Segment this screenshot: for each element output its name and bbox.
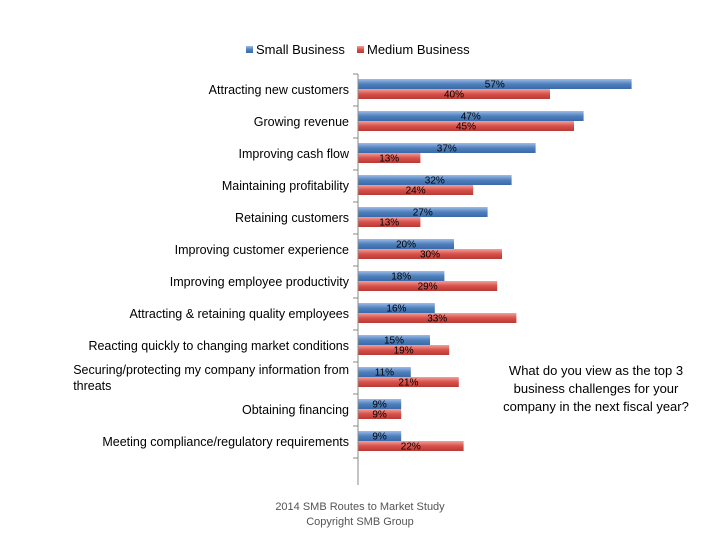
bar-value-label: 9%	[372, 400, 387, 411]
legend-label-medium-business: Medium Business	[367, 42, 470, 57]
bar-value-label: 9%	[372, 410, 387, 421]
bar-medium-business	[358, 409, 402, 419]
bar-small-business	[358, 175, 512, 185]
bar-value-label: 21%	[398, 378, 418, 389]
bar-small-business	[358, 239, 454, 249]
bar-medium-business	[358, 313, 517, 323]
bar-small-business	[358, 111, 584, 121]
bar-value-label: 27%	[413, 208, 433, 219]
bar-value-label: 47%	[461, 112, 481, 123]
bar-value-label: 19%	[394, 346, 414, 357]
bar-value-label: 32%	[425, 176, 445, 187]
footer: 2014 SMB Routes to Market Study Copyrigh…	[0, 500, 720, 530]
bar-value-label: 20%	[396, 240, 416, 251]
bar-value-label: 33%	[427, 314, 447, 325]
footer-study: 2014 SMB Routes to Market Study	[275, 501, 445, 513]
category-label: Meeting compliance/regulatory requiremen…	[102, 435, 349, 449]
legend-label-small-business: Small Business	[256, 42, 345, 57]
bar-value-label: 13%	[379, 154, 399, 165]
legend: Small Business Medium Business	[246, 42, 470, 57]
bar-small-business	[358, 367, 411, 377]
bar-medium-business	[358, 121, 574, 131]
bar-medium-business	[358, 441, 464, 451]
bar-medium-business	[358, 377, 459, 387]
category-label: Obtaining financing	[242, 403, 349, 417]
category-label: Securing/protecting my company informati…	[73, 363, 349, 393]
bar-medium-business	[358, 89, 550, 99]
bar-medium-business	[358, 281, 498, 291]
bar-value-label: 11%	[375, 368, 394, 379]
category-label: Improving customer experience	[175, 243, 349, 257]
bar-medium-business	[358, 249, 502, 259]
bar-small-business	[358, 303, 435, 313]
bar-value-label: 9%	[372, 432, 387, 443]
footer-copyright: Copyright SMB Group	[306, 516, 414, 528]
bar-small-business	[358, 143, 536, 153]
bar-value-label: 22%	[401, 442, 421, 453]
bar-value-label: 15%	[384, 336, 404, 347]
category-label: Reacting quickly to changing market cond…	[88, 339, 349, 353]
category-label: Improving employee productivity	[170, 275, 350, 289]
bar-value-label: 37%	[437, 144, 457, 155]
bar-value-label: 57%	[485, 80, 505, 91]
bar-value-label: 45%	[456, 122, 476, 133]
bars-group: 57% 40% 47%45% 37% 13% 32%24% 27% 13% 20% 30% 18% 2…	[358, 79, 632, 453]
bar-medium-business	[358, 345, 450, 355]
category-label: Maintaining profitability	[222, 179, 350, 193]
bar-small-business	[358, 399, 402, 409]
bar-medium-business	[358, 153, 421, 163]
bar-small-business	[358, 431, 402, 441]
category-axis: Attracting new customers Growing revenue I…	[73, 73, 359, 485]
question-annotation: What do you view as the top 3 business c…	[503, 363, 689, 414]
bar-small-business	[358, 79, 632, 89]
legend-swatch-medium-business	[357, 46, 364, 53]
bar-medium-business	[358, 217, 421, 227]
bar-medium-business	[358, 185, 474, 195]
bar-value-label: 16%	[386, 304, 406, 315]
category-label: Attracting & retaining quality employees	[129, 307, 349, 321]
legend-swatch-small-business	[246, 46, 253, 53]
bar-small-business	[358, 335, 430, 345]
bar-small-business	[358, 271, 445, 281]
bar-value-label: 29%	[418, 282, 438, 293]
category-label: Retaining customers	[235, 211, 349, 225]
bar-value-label: 40%	[444, 90, 464, 101]
bar-value-label: 18%	[391, 272, 411, 283]
bar-value-label: 30%	[420, 250, 440, 261]
category-label: Growing revenue	[254, 115, 349, 129]
bar-value-label: 13%	[379, 218, 399, 229]
bar-value-label: 24%	[406, 186, 426, 197]
bar-small-business	[358, 207, 488, 217]
category-label: Improving cash flow	[239, 147, 350, 161]
category-label: Attracting new customers	[209, 83, 349, 97]
